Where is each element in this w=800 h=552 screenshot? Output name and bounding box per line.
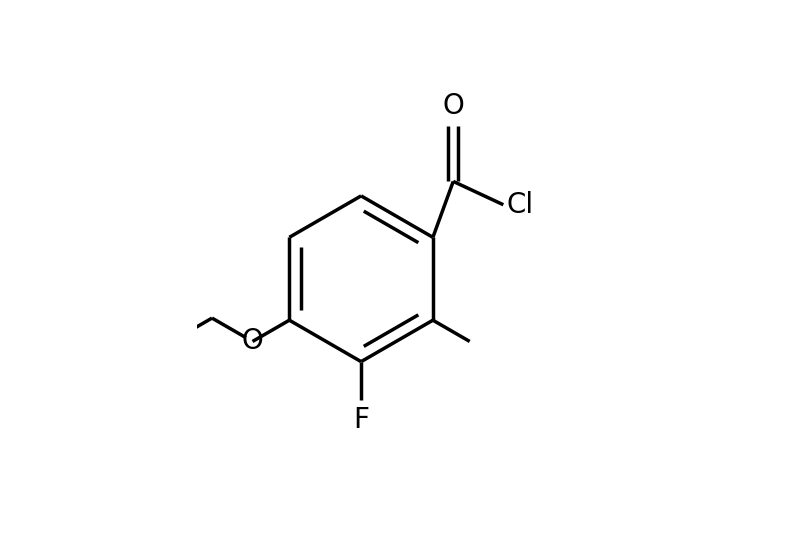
Text: O: O xyxy=(242,327,263,355)
Text: Cl: Cl xyxy=(506,191,534,219)
Text: F: F xyxy=(353,406,369,434)
Text: O: O xyxy=(442,92,464,120)
